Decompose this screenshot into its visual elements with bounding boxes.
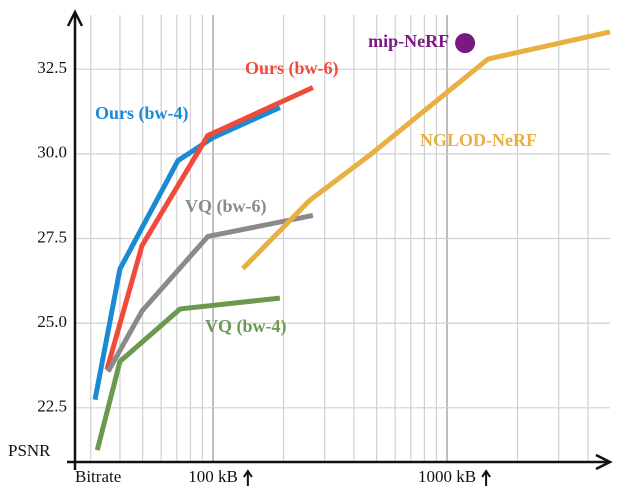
y-tick-label: 32.5 <box>37 58 67 77</box>
tick-arrow <box>481 469 491 486</box>
series-line <box>92 105 281 401</box>
series-label: NGLOD-NeRF <box>420 130 537 150</box>
y-tick-label: 27.5 <box>37 227 67 246</box>
y-tick-label: 30.0 <box>37 143 67 162</box>
point <box>455 33 476 54</box>
x-axis-label: Bitrate <box>75 467 121 486</box>
x-tick-label: 100 kB <box>188 467 238 486</box>
series-line <box>241 29 611 271</box>
y-tick-label: 22.5 <box>37 397 67 416</box>
series-label: Ours (bw-4) <box>95 103 189 124</box>
grid <box>75 15 610 462</box>
y-tick-label: 25.0 <box>37 312 67 331</box>
series-label: VQ (bw-4) <box>205 316 287 337</box>
tick-arrow <box>243 469 253 486</box>
x-tick-label: 1000 kB <box>418 467 476 486</box>
series-line <box>94 295 281 451</box>
y-axis-label: PSNR <box>8 441 51 460</box>
series-line <box>104 85 314 371</box>
series-label: VQ (bw-6) <box>185 196 267 217</box>
point-label: mip-NeRF <box>368 31 449 51</box>
series-line <box>105 213 314 373</box>
axes <box>66 9 613 471</box>
series-label: Ours (bw-6) <box>245 58 339 79</box>
